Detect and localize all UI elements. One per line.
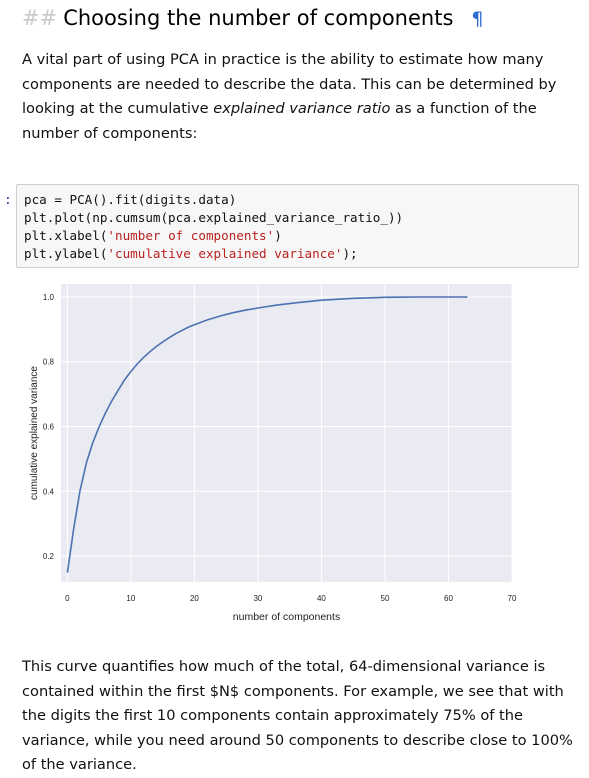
summary-paragraph: This curve quantifies how much of the to… xyxy=(22,655,582,778)
explained-variance-chart: 0 10 20 30 40 50 60 70 0.2 0.4 0.6 0.8 1.0 number of… xyxy=(0,278,589,628)
code-line-1: pca = PCA().fit(digits.data) xyxy=(24,191,578,209)
x-tick-label: 50 xyxy=(381,594,390,603)
anchor-link-icon[interactable]: ¶ xyxy=(471,8,483,30)
code-string: 'cumulative explained variance' xyxy=(107,246,342,261)
code-cell[interactable]: pca = PCA().fit(digits.data) plt.plot(np… xyxy=(16,184,579,268)
x-tick-label: 40 xyxy=(317,594,326,603)
x-tick-label: 0 xyxy=(65,594,70,603)
x-tick-label: 60 xyxy=(444,594,453,603)
x-tick-label: 30 xyxy=(253,594,262,603)
x-tick-label: 70 xyxy=(508,594,517,603)
code-line-4: plt.ylabel('cumulative explained varianc… xyxy=(24,245,578,263)
y-tick-label: 1.0 xyxy=(43,293,55,302)
x-tick-label: 10 xyxy=(126,594,135,603)
y-tick-label: 0.4 xyxy=(43,487,55,496)
section-heading: ##Choosing the number of components ¶ xyxy=(22,4,484,32)
y-tick-label: 0.2 xyxy=(43,552,55,561)
cell-prompt: : xyxy=(4,193,12,208)
code-string: 'number of components' xyxy=(107,228,274,243)
heading-markdown-hashes: ## xyxy=(22,6,57,30)
heading-title: Choosing the number of components xyxy=(63,6,453,30)
code-line-3: plt.xlabel('number of components') xyxy=(24,227,578,245)
plot-area xyxy=(61,284,512,582)
intro-paragraph: A vital part of using PCA in practice is… xyxy=(22,48,582,146)
y-axis-label: cumulative explained variance xyxy=(29,366,40,500)
y-tick-label: 0.6 xyxy=(43,423,55,432)
x-axis-label: number of components xyxy=(233,611,340,623)
x-tick-label: 20 xyxy=(190,594,199,603)
intro-emphasis: explained variance ratio xyxy=(213,100,390,117)
code-line-2: plt.plot(np.cumsum(pca.explained_varianc… xyxy=(24,209,578,227)
y-tick-label: 0.8 xyxy=(43,358,55,367)
